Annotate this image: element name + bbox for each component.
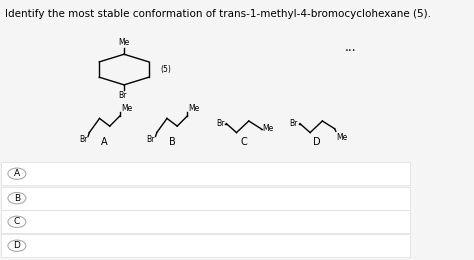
Text: C: C bbox=[240, 137, 247, 147]
Text: Br: Br bbox=[290, 119, 298, 128]
Text: Me: Me bbox=[336, 133, 347, 142]
FancyBboxPatch shape bbox=[1, 234, 410, 257]
Text: Br: Br bbox=[216, 119, 224, 128]
Text: D: D bbox=[313, 137, 321, 147]
Text: Me: Me bbox=[188, 104, 200, 113]
Circle shape bbox=[8, 168, 26, 179]
Text: Br: Br bbox=[79, 135, 87, 144]
Circle shape bbox=[8, 240, 26, 251]
FancyBboxPatch shape bbox=[1, 187, 410, 210]
Circle shape bbox=[8, 192, 26, 204]
Text: Me: Me bbox=[262, 124, 273, 133]
Text: D: D bbox=[13, 241, 20, 250]
Text: A: A bbox=[14, 169, 20, 178]
FancyBboxPatch shape bbox=[1, 162, 410, 185]
Text: ...: ... bbox=[345, 41, 356, 54]
Circle shape bbox=[8, 216, 26, 228]
Text: Me: Me bbox=[121, 104, 132, 113]
Text: B: B bbox=[169, 137, 175, 147]
Text: Br: Br bbox=[146, 135, 155, 144]
Text: (5): (5) bbox=[161, 65, 172, 74]
Text: Br: Br bbox=[118, 91, 126, 100]
Text: A: A bbox=[101, 137, 108, 147]
FancyBboxPatch shape bbox=[1, 210, 410, 233]
Text: Me: Me bbox=[118, 37, 130, 47]
Text: B: B bbox=[14, 194, 20, 203]
Text: Identify the most stable conformation of trans-1-methyl-4-bromocyclohexane (5).: Identify the most stable conformation of… bbox=[6, 9, 431, 19]
Text: C: C bbox=[14, 217, 20, 226]
